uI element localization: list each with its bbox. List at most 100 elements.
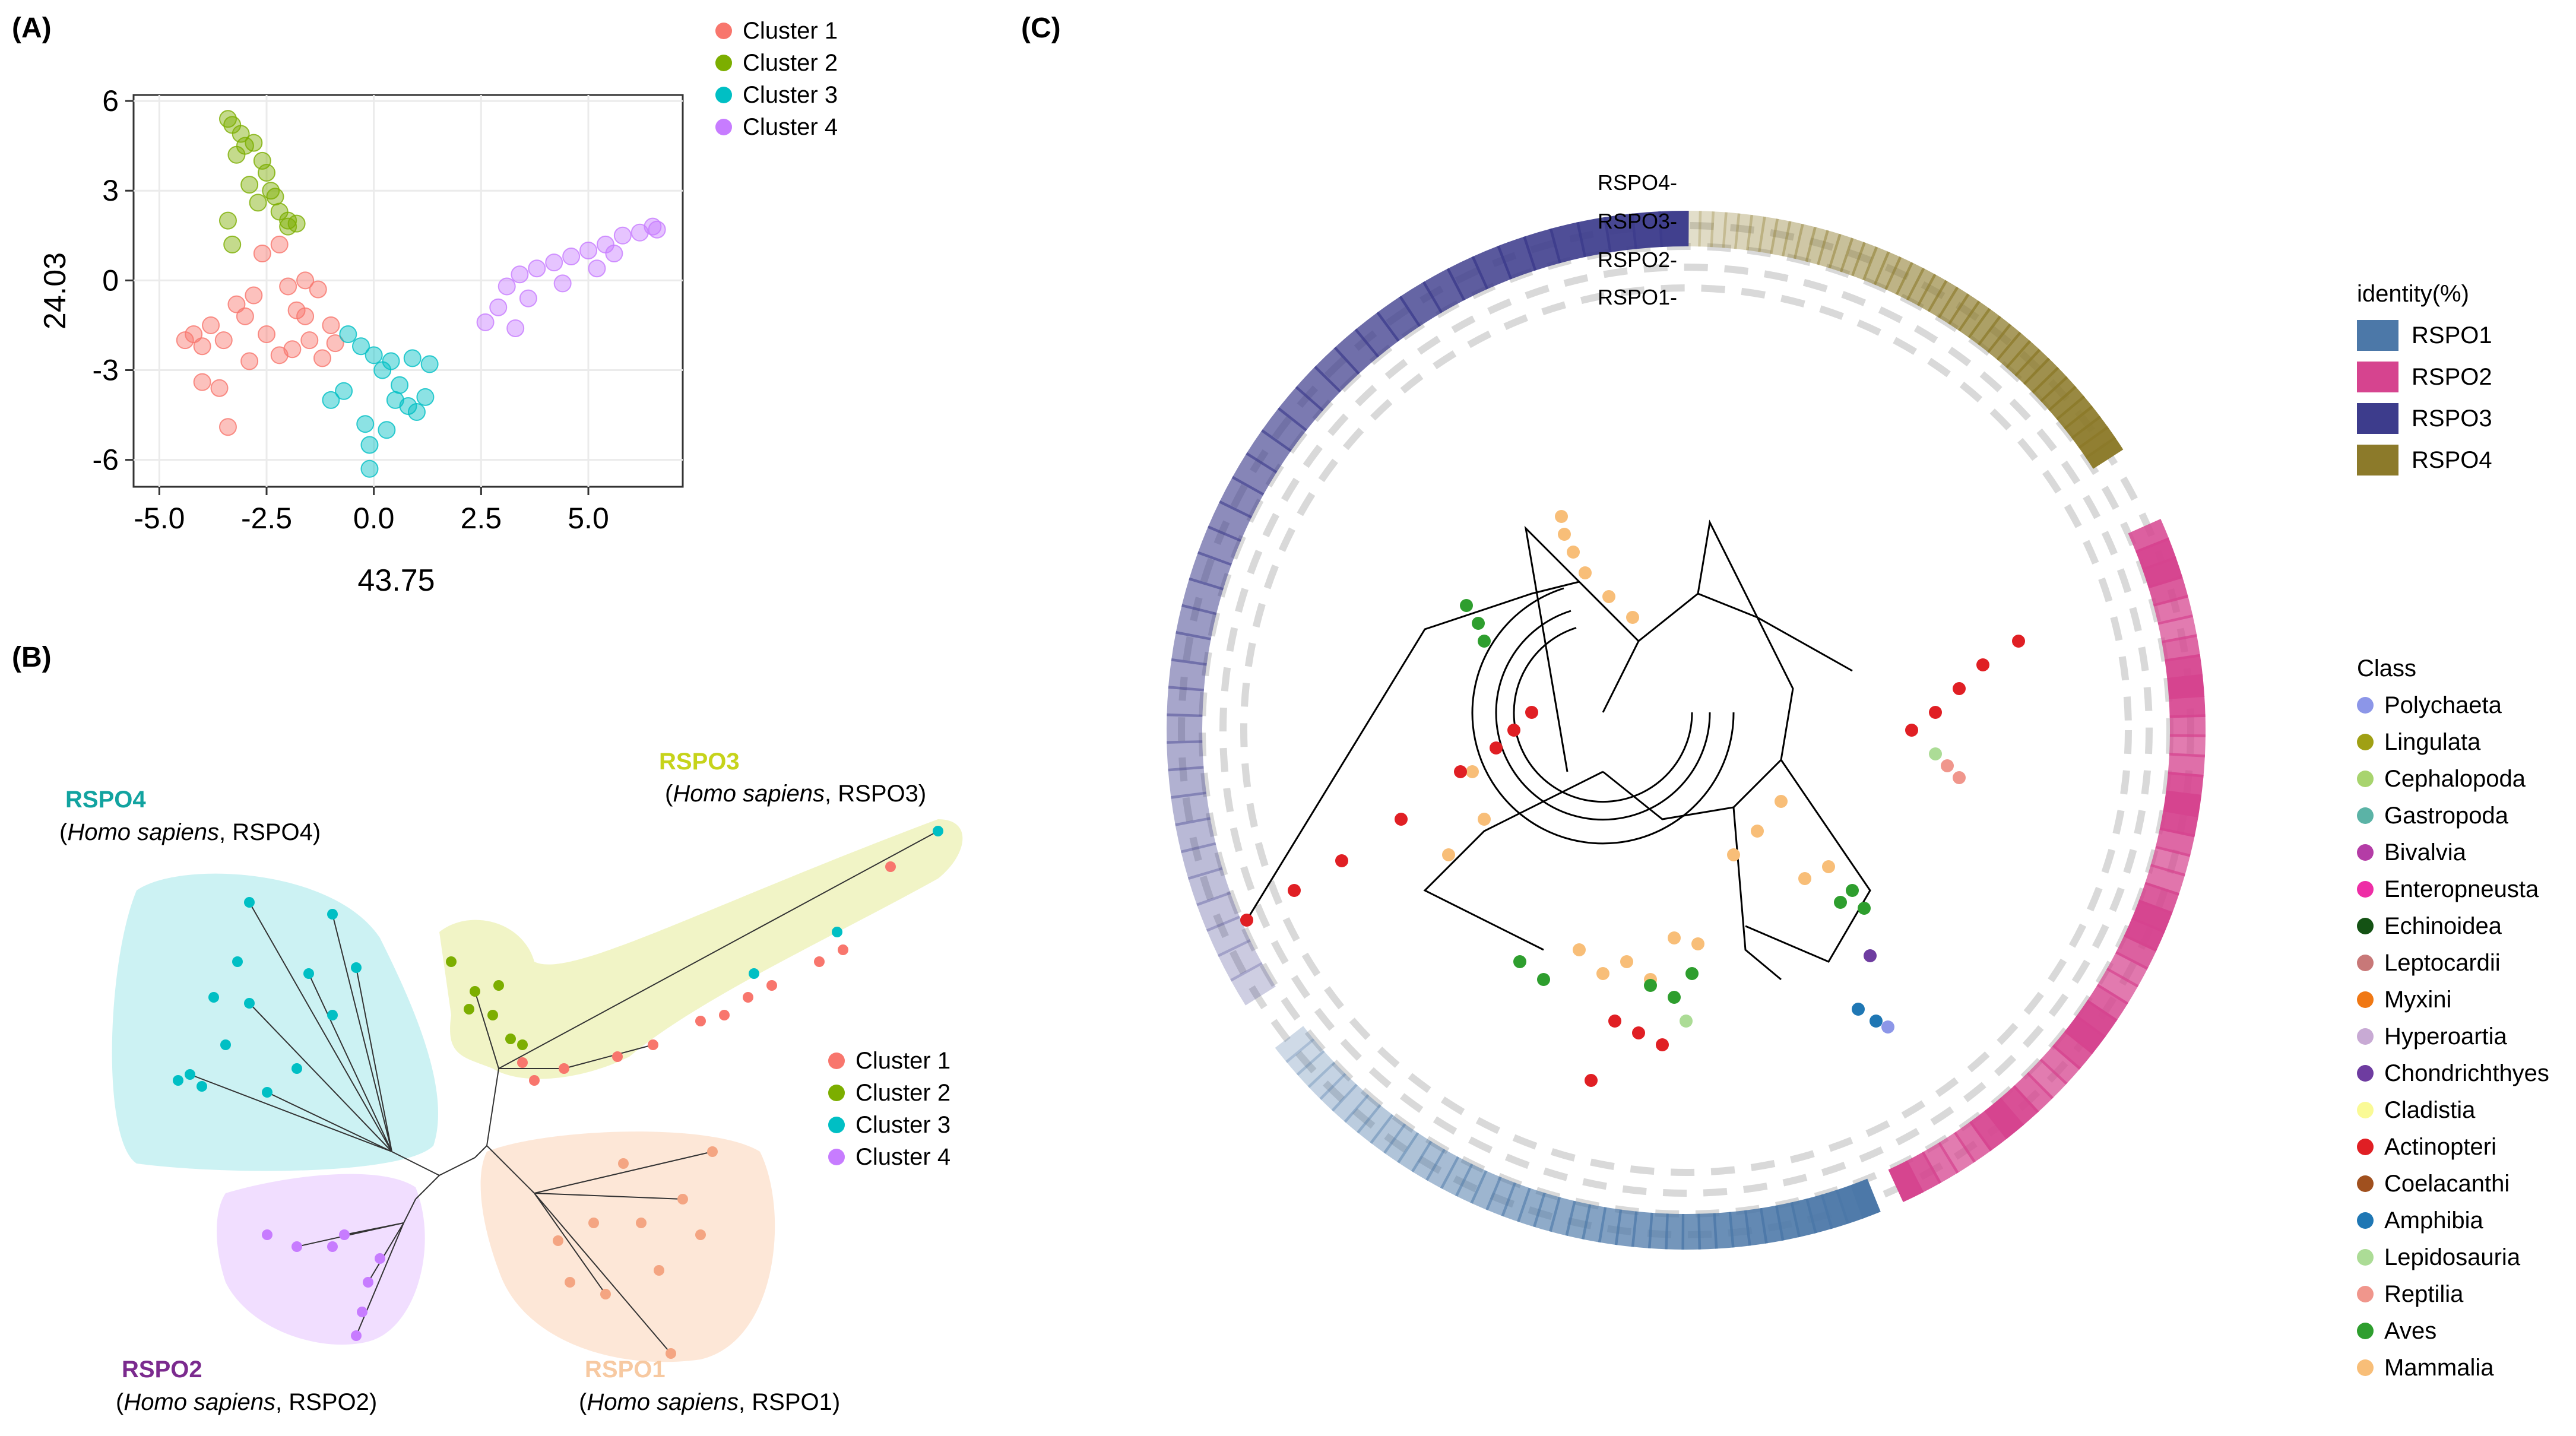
circular-tree-tip [1442, 848, 1455, 861]
scatter-point [283, 340, 302, 359]
panel-a: (A) -5.0 -2.5 0.0 2.5 5.0 6 3 0 -3 -6 43.75 24.03 C… [0, 0, 891, 641]
circular-tree-tip [1751, 825, 1764, 838]
tree-tip [291, 1241, 302, 1252]
circular-tree: RSPO4- RSPO3- RSPO2- RSPO1- [1167, 170, 2206, 1250]
tree-tip [244, 897, 255, 908]
circular-tree-tip [1941, 759, 1954, 772]
tree-tip [327, 1010, 338, 1020]
circular-tree-tip [1870, 1015, 1883, 1028]
scatter-point [352, 337, 370, 356]
scatter-point [240, 176, 259, 194]
circular-tree-tip [1513, 955, 1526, 968]
rspo3-ring-segment [1168, 766, 1207, 799]
tree-tip [517, 1039, 528, 1050]
tree-tip [719, 1010, 730, 1020]
class-swatch [2357, 1028, 2374, 1045]
rspo2-ring-segment [1953, 1121, 1992, 1163]
class-label: Aves [2384, 1318, 2437, 1344]
rspo1-ring-segment [1275, 1026, 1315, 1063]
rspo1-ring-segment [1440, 1156, 1474, 1197]
tree-tip [327, 909, 338, 920]
panel-label-c: (C) [1021, 12, 1061, 44]
class-legend-item: Mammalia [2357, 1349, 2549, 1386]
y-tick-label: 0 [102, 264, 119, 297]
tree-tip [553, 1235, 563, 1246]
scatter-point [266, 188, 284, 206]
scatter-legend: Cluster 1 Cluster 2 Cluster 3 Cluster 4 [715, 15, 838, 143]
circular-tree-tip [1596, 967, 1609, 980]
rspo4-ring-segment [1722, 212, 1741, 249]
rspo2-ring-segment [2168, 753, 2206, 778]
legend-swatch [715, 119, 732, 135]
scatter-point [240, 352, 259, 370]
tree-tip [666, 1348, 676, 1359]
identity-swatch [2357, 362, 2398, 392]
rspo3-ring-segment [1446, 256, 1489, 301]
rspo3-ring-segment [1175, 604, 1217, 641]
scatter-point [300, 331, 319, 350]
rspo2-ring-segment [2159, 809, 2199, 838]
rspo3-ring-segment [1422, 268, 1466, 313]
rspo1-ring-segment [1820, 1189, 1849, 1229]
plot-area [132, 94, 684, 488]
tree-tip [303, 968, 314, 979]
tree-tip [529, 1075, 540, 1086]
tree-tip [185, 1069, 195, 1080]
rspo2-ring-segment [2039, 1044, 2081, 1085]
rspo3-ring-segment [1168, 658, 1207, 692]
scatter-point [498, 277, 516, 296]
ring-label: RSPO2- [1598, 248, 1677, 272]
circular-tree-tip [1478, 813, 1491, 826]
scatter-point [365, 346, 383, 364]
scatter-point [296, 307, 315, 325]
scatter-point [588, 259, 606, 278]
class-legend-item: Actinopteri [2357, 1128, 2549, 1165]
tree-tips [173, 826, 943, 1359]
legend-label: Cluster 2 [743, 50, 838, 76]
rspo3-ring-segment [1197, 525, 1241, 566]
rspo2-ring-segment [1969, 1110, 2008, 1152]
circular-tree-tip [1680, 1015, 1693, 1028]
rspo3-ring-segment [1376, 296, 1421, 342]
class-label: Coelacanthi [2384, 1171, 2510, 1197]
rspo1-ring-segment [1383, 1123, 1420, 1164]
legend-item: Cluster 1 [828, 1045, 950, 1077]
rspo2-ring-segment [2161, 634, 2201, 662]
legend-label: Cluster 2 [856, 1080, 951, 1106]
rspo2-ring-segment [2150, 845, 2191, 877]
circular-tree-tip [1846, 884, 1859, 897]
identity-swatch [2357, 403, 2398, 434]
tree-branch [1745, 759, 1871, 963]
circular-tree-tip [1668, 931, 1681, 944]
scatter-point [545, 253, 563, 272]
tree-tip [487, 1010, 498, 1020]
ring-guide [1219, 264, 2153, 1197]
tree-tip [470, 986, 480, 997]
tree-tip [446, 956, 457, 967]
tree-tip [636, 1218, 647, 1228]
rspo1-ring-segment [1397, 1132, 1433, 1172]
rspo3-ring-segment [1261, 407, 1307, 452]
rspo3-gene: RSPO3 [838, 781, 918, 807]
rspo1-ring-segment [1501, 1182, 1531, 1222]
rspo3-subtitle: (Homo sapiens, RSPO3) [665, 781, 926, 807]
circular-tree-tip [1798, 872, 1811, 885]
tree-arc [1495, 610, 1711, 821]
tree-tip [933, 826, 943, 836]
rspo1-ring-segment [1296, 1050, 1336, 1088]
identity-label: RSPO3 [2412, 405, 2492, 432]
tree-tip [351, 962, 362, 973]
circular-tree-tip [1691, 937, 1704, 950]
rspo1-ring-segment [1775, 1202, 1801, 1241]
circular-tree-tip [1929, 706, 1942, 719]
circular-tree-tip [1864, 949, 1877, 962]
class-swatch [2357, 844, 2374, 861]
tree-tip [291, 1063, 302, 1074]
tree-tip [363, 1277, 373, 1288]
rspo1-ring-segment [1307, 1061, 1346, 1101]
rspo2-ring-segment [2124, 917, 2166, 952]
rspo2-ring-segment [1921, 1142, 1959, 1184]
rspo2-title: RSPO2 [122, 1356, 202, 1383]
panel-label-b: (B) [12, 642, 52, 673]
scatter-point [382, 352, 400, 370]
